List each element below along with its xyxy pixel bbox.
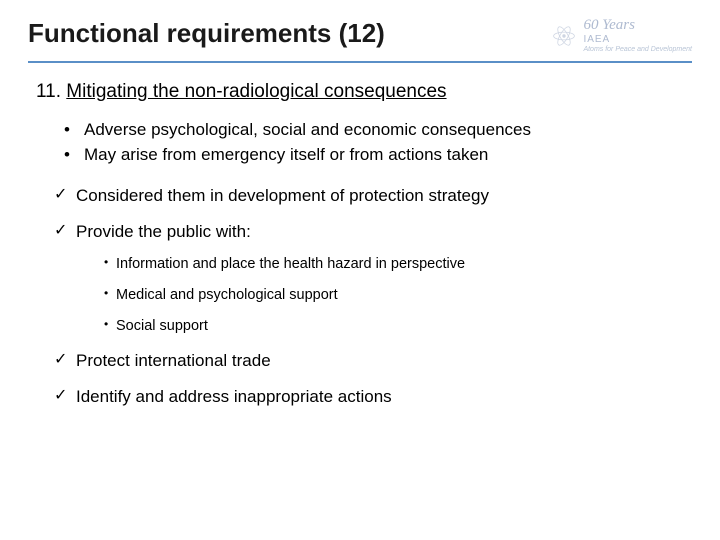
sub-item: Information and place the health hazard … [104, 255, 684, 274]
logo-tagline: Atoms for Peace and Development [583, 46, 692, 53]
check-list: Considered them in development of protec… [54, 185, 684, 408]
bullet-item: May arise from emergency itself or from … [64, 144, 684, 167]
check-item: Identify and address inappropriate actio… [54, 386, 684, 408]
bullet-item: Adverse psychological, social and econom… [64, 119, 684, 142]
check-item: Provide the public with: Information and… [54, 221, 684, 336]
content-area: 11. Mitigating the non-radiological cons… [0, 81, 720, 408]
logo-org: IAEA [583, 35, 692, 45]
check-text: Protect international trade [76, 351, 271, 370]
slide: Functional requirements (12) 60 Years IA… [0, 0, 720, 540]
check-item: Considered them in development of protec… [54, 185, 684, 207]
title-divider [28, 61, 692, 63]
sub-item: Social support [104, 317, 684, 336]
check-text: Identify and address inappropriate actio… [76, 387, 392, 406]
sub-item: Medical and psychological support [104, 286, 684, 305]
section-header: 11. Mitigating the non-radiological cons… [36, 81, 684, 103]
logo-text: 60 Years IAEA Atoms for Peace and Develo… [583, 18, 692, 53]
section-heading: Mitigating the non-radiological conseque… [66, 81, 446, 102]
check-item: Protect international trade [54, 350, 684, 372]
check-text: Provide the public with: [76, 222, 251, 241]
iaea-logo: 60 Years IAEA Atoms for Peace and Develo… [551, 18, 692, 53]
bullet-list: Adverse psychological, social and econom… [64, 119, 684, 167]
check-text: Considered them in development of protec… [76, 186, 489, 205]
atom-icon [551, 23, 577, 49]
title-row: Functional requirements (12) 60 Years IA… [0, 0, 720, 61]
slide-title: Functional requirements (12) [28, 18, 385, 49]
sub-list: Information and place the health hazard … [104, 255, 684, 336]
logo-years: 60 Years [583, 18, 692, 33]
section-number: 11. [36, 81, 61, 102]
